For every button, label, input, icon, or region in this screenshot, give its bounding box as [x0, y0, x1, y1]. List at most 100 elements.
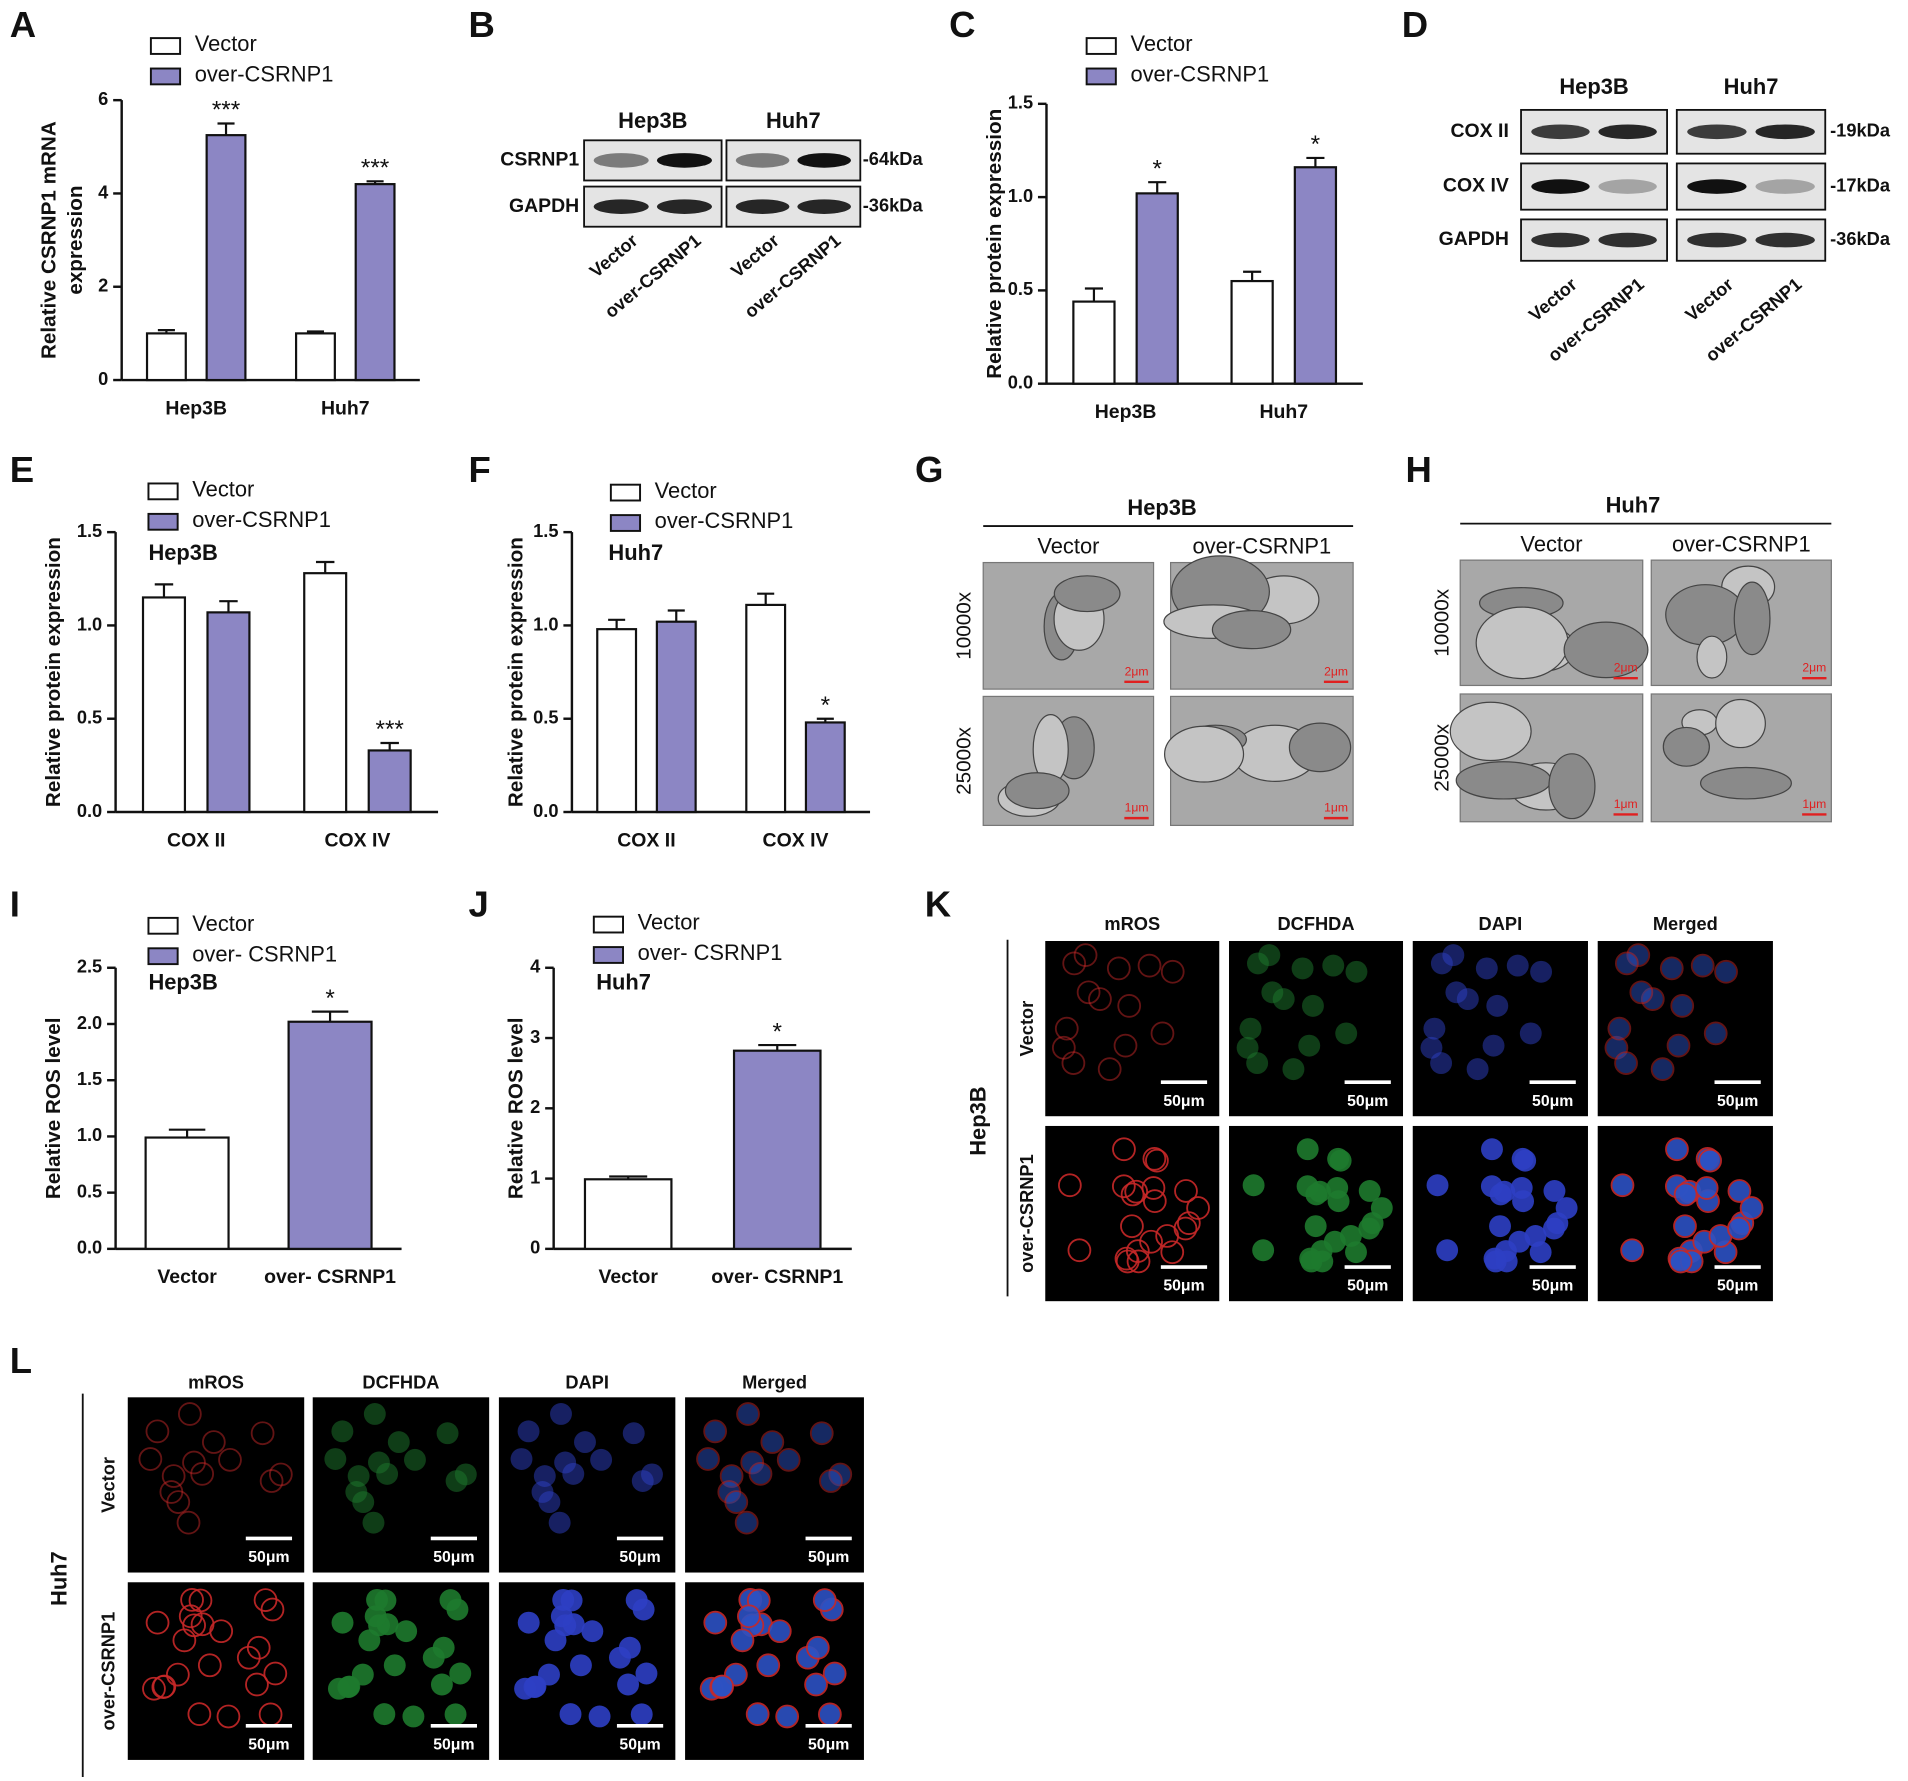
column-label: over-CSRNP1 [1672, 531, 1811, 556]
cell [1142, 1189, 1167, 1214]
cell [1670, 994, 1695, 1018]
cell [736, 1402, 760, 1426]
row-label: 10000x [952, 591, 975, 659]
cell [172, 1628, 197, 1653]
column-label: Merged [1653, 913, 1718, 934]
cell [1489, 1215, 1511, 1238]
cell [1112, 1137, 1136, 1162]
blot-band [1755, 179, 1815, 194]
cell [1145, 1148, 1169, 1173]
scale-bar-label: 50μm [433, 1736, 474, 1753]
scale-bar-label: 1μm [1324, 801, 1348, 815]
cell [767, 1619, 792, 1644]
cell [1097, 1057, 1122, 1081]
column-label: mROS [1104, 913, 1160, 934]
em-structure [1563, 621, 1649, 679]
scale-bar-label: 50μm [433, 1549, 474, 1566]
lane-label: Vector [585, 230, 641, 282]
cell [1694, 1176, 1719, 1200]
fluorescence-image [127, 1582, 305, 1760]
y-tick-label: 0 [530, 1237, 540, 1258]
cell [176, 1510, 201, 1535]
column-label: Vector [1520, 531, 1582, 556]
lane-label: Vector [1681, 273, 1737, 325]
cell [1482, 1034, 1505, 1057]
cell [246, 1635, 271, 1660]
cell [1117, 994, 1142, 1018]
cell [804, 1672, 828, 1697]
em-structure [1053, 575, 1121, 613]
blot-band [797, 199, 851, 214]
blot-band [593, 153, 649, 168]
cell [1298, 1034, 1321, 1057]
cell [197, 1653, 222, 1678]
cell [1475, 957, 1498, 980]
scale-bar-label: 1μm [1802, 797, 1826, 811]
em-structure [1696, 635, 1728, 679]
cell [1430, 1052, 1453, 1075]
legend-swatch [609, 514, 642, 532]
blot-band [1598, 179, 1657, 194]
bar [1072, 300, 1116, 385]
y-tick-label: 0.5 [77, 707, 102, 728]
blot-band [1687, 179, 1747, 194]
blot-band [1755, 232, 1815, 248]
cell [432, 1636, 455, 1659]
blot-band [656, 153, 712, 168]
em-structure [1288, 722, 1352, 773]
scale-bar-label: 50μm [619, 1736, 660, 1753]
cell [1282, 1058, 1305, 1081]
blot-band [735, 199, 790, 214]
y-axis-label: Relative CSRNP1 mRNA [37, 121, 60, 359]
cell [703, 1419, 727, 1444]
cell [1510, 1177, 1533, 1199]
cell [1650, 1057, 1675, 1081]
cell [1714, 959, 1738, 984]
cell [1484, 1250, 1507, 1273]
cell [737, 1604, 761, 1629]
cell [209, 1619, 234, 1644]
x-tick-label: Huh7 [1259, 401, 1308, 423]
cell [1142, 1147, 1167, 1171]
cell [201, 1430, 226, 1454]
cell [635, 1662, 658, 1685]
cell [1673, 1182, 1698, 1207]
column-label: DCFHDA [1277, 913, 1354, 934]
x-tick-label: Vector [598, 1266, 658, 1288]
cell [1322, 954, 1345, 977]
cell [1543, 1217, 1565, 1240]
blot-band [735, 153, 790, 168]
cell [178, 1604, 203, 1629]
panel-letter: H [1405, 449, 1431, 490]
cell [550, 1605, 573, 1628]
y-tick-label: 1 [530, 1166, 540, 1187]
x-tick-label: Hep3B [1095, 401, 1157, 423]
em-structure [1548, 753, 1596, 820]
legend-swatch [592, 915, 624, 934]
cell [574, 1431, 596, 1454]
bar [655, 620, 697, 814]
cell [703, 1610, 728, 1635]
cell [1252, 1239, 1275, 1262]
cell [1304, 1215, 1327, 1238]
cell [1124, 1179, 1149, 1204]
cell [1246, 1052, 1269, 1075]
legend-swatch [1085, 37, 1117, 55]
size-label: -64kDa [863, 148, 924, 169]
cell [1610, 1173, 1635, 1198]
cell [1703, 1021, 1728, 1046]
cell [430, 1673, 453, 1696]
legend-label: over- CSRNP1 [638, 940, 783, 965]
cell [1061, 1051, 1086, 1075]
cell [403, 1448, 426, 1471]
legend-swatch [149, 37, 182, 55]
em-structure [1665, 584, 1746, 646]
chart-subtitle: Hep3B [148, 969, 217, 994]
bar [141, 596, 187, 814]
cell [730, 1628, 755, 1653]
bar [732, 1049, 822, 1250]
cell [1519, 1022, 1542, 1045]
cell [1727, 1216, 1751, 1241]
cell [1727, 1179, 1752, 1203]
size-label: -19kDa [1830, 120, 1891, 141]
